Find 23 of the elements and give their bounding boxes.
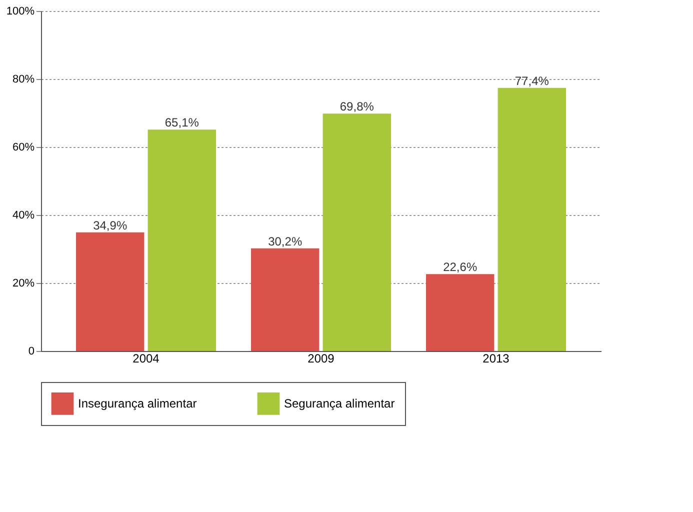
y-tick-label: 80% <box>12 74 35 86</box>
data-label: 34,9% <box>93 218 128 232</box>
x-tick-label: 2009 <box>308 352 335 366</box>
y-tick-label: 100% <box>6 6 35 18</box>
data-label: 22,6% <box>443 260 478 274</box>
x-tick-label: 2004 <box>132 352 160 366</box>
data-label: 30,2% <box>268 234 302 248</box>
y-tick-label: 40% <box>12 210 35 222</box>
bar <box>426 274 494 351</box>
data-label: 77,4% <box>514 74 550 88</box>
legend-label: Segurança alimentar <box>284 396 395 411</box>
bar <box>148 130 216 351</box>
y-tick-label: 20% <box>12 278 35 290</box>
data-label: 69,8% <box>340 100 374 114</box>
legend-label: Insegurança alimentar <box>78 396 197 411</box>
bar <box>498 88 566 351</box>
bar <box>322 114 391 351</box>
bar <box>76 232 144 351</box>
bar <box>251 248 320 351</box>
y-tick-label: 0 <box>28 346 34 358</box>
data-label: 65,1% <box>164 116 200 130</box>
y-tick-label: 60% <box>12 142 35 154</box>
x-tick-label: 2013 <box>482 352 510 366</box>
